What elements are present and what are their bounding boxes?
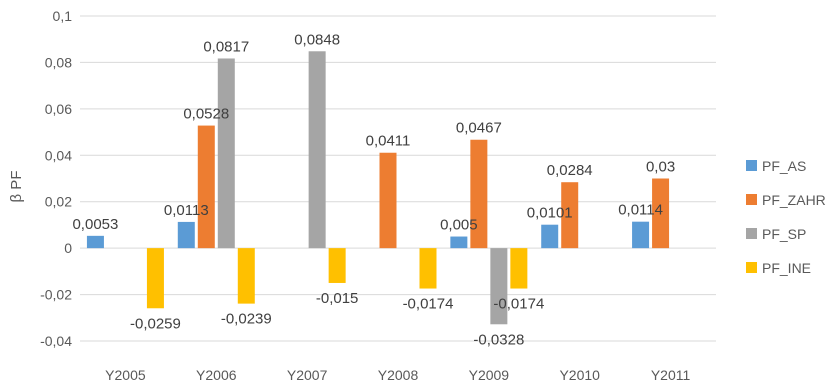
data-label: -0,015 — [316, 290, 359, 307]
y-tick-label: -0,02 — [40, 287, 72, 303]
bars — [86, 51, 670, 325]
data-label: 0,03 — [646, 159, 675, 176]
bar — [510, 248, 528, 289]
x-tick-label: Y2010 — [559, 367, 600, 382]
legend-label: PF_ZAHR — [762, 192, 826, 208]
y-tick-label: 0,02 — [45, 194, 72, 210]
data-label: 0,0053 — [72, 216, 118, 233]
y-tick-label: 0 — [64, 240, 72, 256]
bar — [450, 236, 468, 249]
y-tick-label: 0,04 — [45, 147, 72, 163]
data-label: 0,0528 — [183, 106, 229, 123]
legend-swatch — [746, 194, 757, 205]
x-tick-label: Y2007 — [287, 367, 328, 382]
bar — [328, 248, 346, 283]
data-label: -0,0328 — [473, 331, 524, 348]
bar — [197, 125, 215, 249]
data-label: 0,0848 — [294, 31, 340, 48]
data-label: 0,0411 — [366, 133, 411, 150]
data-label: 0,005 — [440, 217, 478, 234]
legend-swatch — [746, 262, 757, 273]
bar — [632, 221, 650, 249]
bar — [652, 178, 670, 249]
data-label: 0,0467 — [456, 120, 502, 137]
legend-swatch — [746, 228, 757, 239]
data-label: -0,0174 — [403, 296, 454, 313]
y-tick-label: -0,04 — [40, 333, 72, 349]
bar — [237, 248, 255, 304]
x-tick-label: Y2008 — [378, 367, 419, 382]
y-tick-label: 0,1 — [53, 8, 73, 24]
bar — [379, 152, 397, 249]
data-label: 0,0101 — [527, 205, 573, 222]
x-tick-label: Y2011 — [651, 367, 691, 382]
data-label: 0,0113 — [164, 202, 209, 219]
data-labels: 0,0053 -0,0259 0,0113 0,0528 0,0817 -0,0239 0,… — [72, 31, 675, 348]
bar — [541, 224, 559, 249]
data-label: -0,0174 — [493, 296, 544, 313]
grid-lines — [80, 15, 716, 342]
data-label: -0,0239 — [221, 311, 272, 328]
bar — [561, 182, 579, 249]
legend-label: PF_AS — [762, 158, 806, 174]
bar — [86, 235, 104, 249]
data-label: 0,0284 — [547, 162, 593, 179]
legend-label: PF_INE — [762, 260, 811, 276]
x-tick-label: Y2005 — [105, 367, 146, 382]
data-label: 0,0114 — [618, 202, 663, 219]
y-axis-ticks: 0,1 0,08 0,06 0,04 0,02 0 -0,02 -0,04 — [40, 8, 72, 349]
legend: PF_AS PF_ZAHR PF_SP PF_INE — [746, 158, 826, 276]
bar — [490, 248, 508, 325]
x-tick-label: Y2009 — [469, 367, 510, 382]
y-tick-label: 0,06 — [45, 101, 72, 117]
bar — [470, 139, 488, 249]
y-axis-title: β PF — [8, 171, 25, 203]
bar — [419, 248, 437, 289]
bar — [177, 221, 195, 249]
x-axis-ticks: Y2005 Y2006 Y2007 Y2008 Y2009 Y2010 Y2011 — [105, 367, 690, 382]
x-tick-label: Y2006 — [196, 367, 237, 382]
bar — [308, 51, 326, 249]
legend-swatch — [746, 160, 757, 171]
legend-label: PF_SP — [762, 226, 806, 242]
data-label: -0,0259 — [130, 315, 181, 332]
data-label: 0,0817 — [203, 38, 249, 55]
y-tick-label: 0,08 — [45, 54, 72, 70]
bar — [217, 58, 235, 249]
bar — [146, 248, 164, 309]
